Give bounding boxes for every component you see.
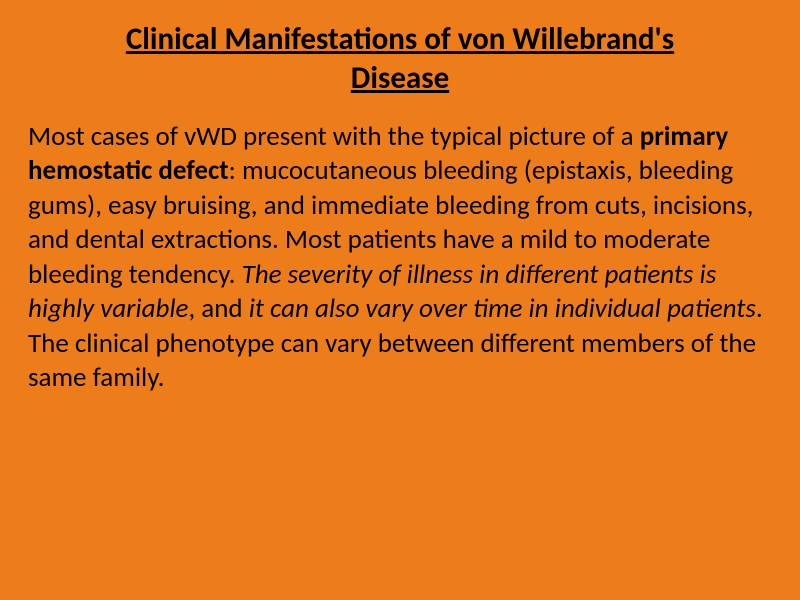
body-italic-part: it can also vary over time in individual… [249,292,756,325]
body-text-part: , and [188,292,248,325]
body-text-part: Most cases of vWD present with the typic… [28,120,640,153]
slide-body: Most cases of vWD present with the typic… [28,120,772,396]
slide-title: Clinical Manifestations of von Willebran… [28,20,772,98]
